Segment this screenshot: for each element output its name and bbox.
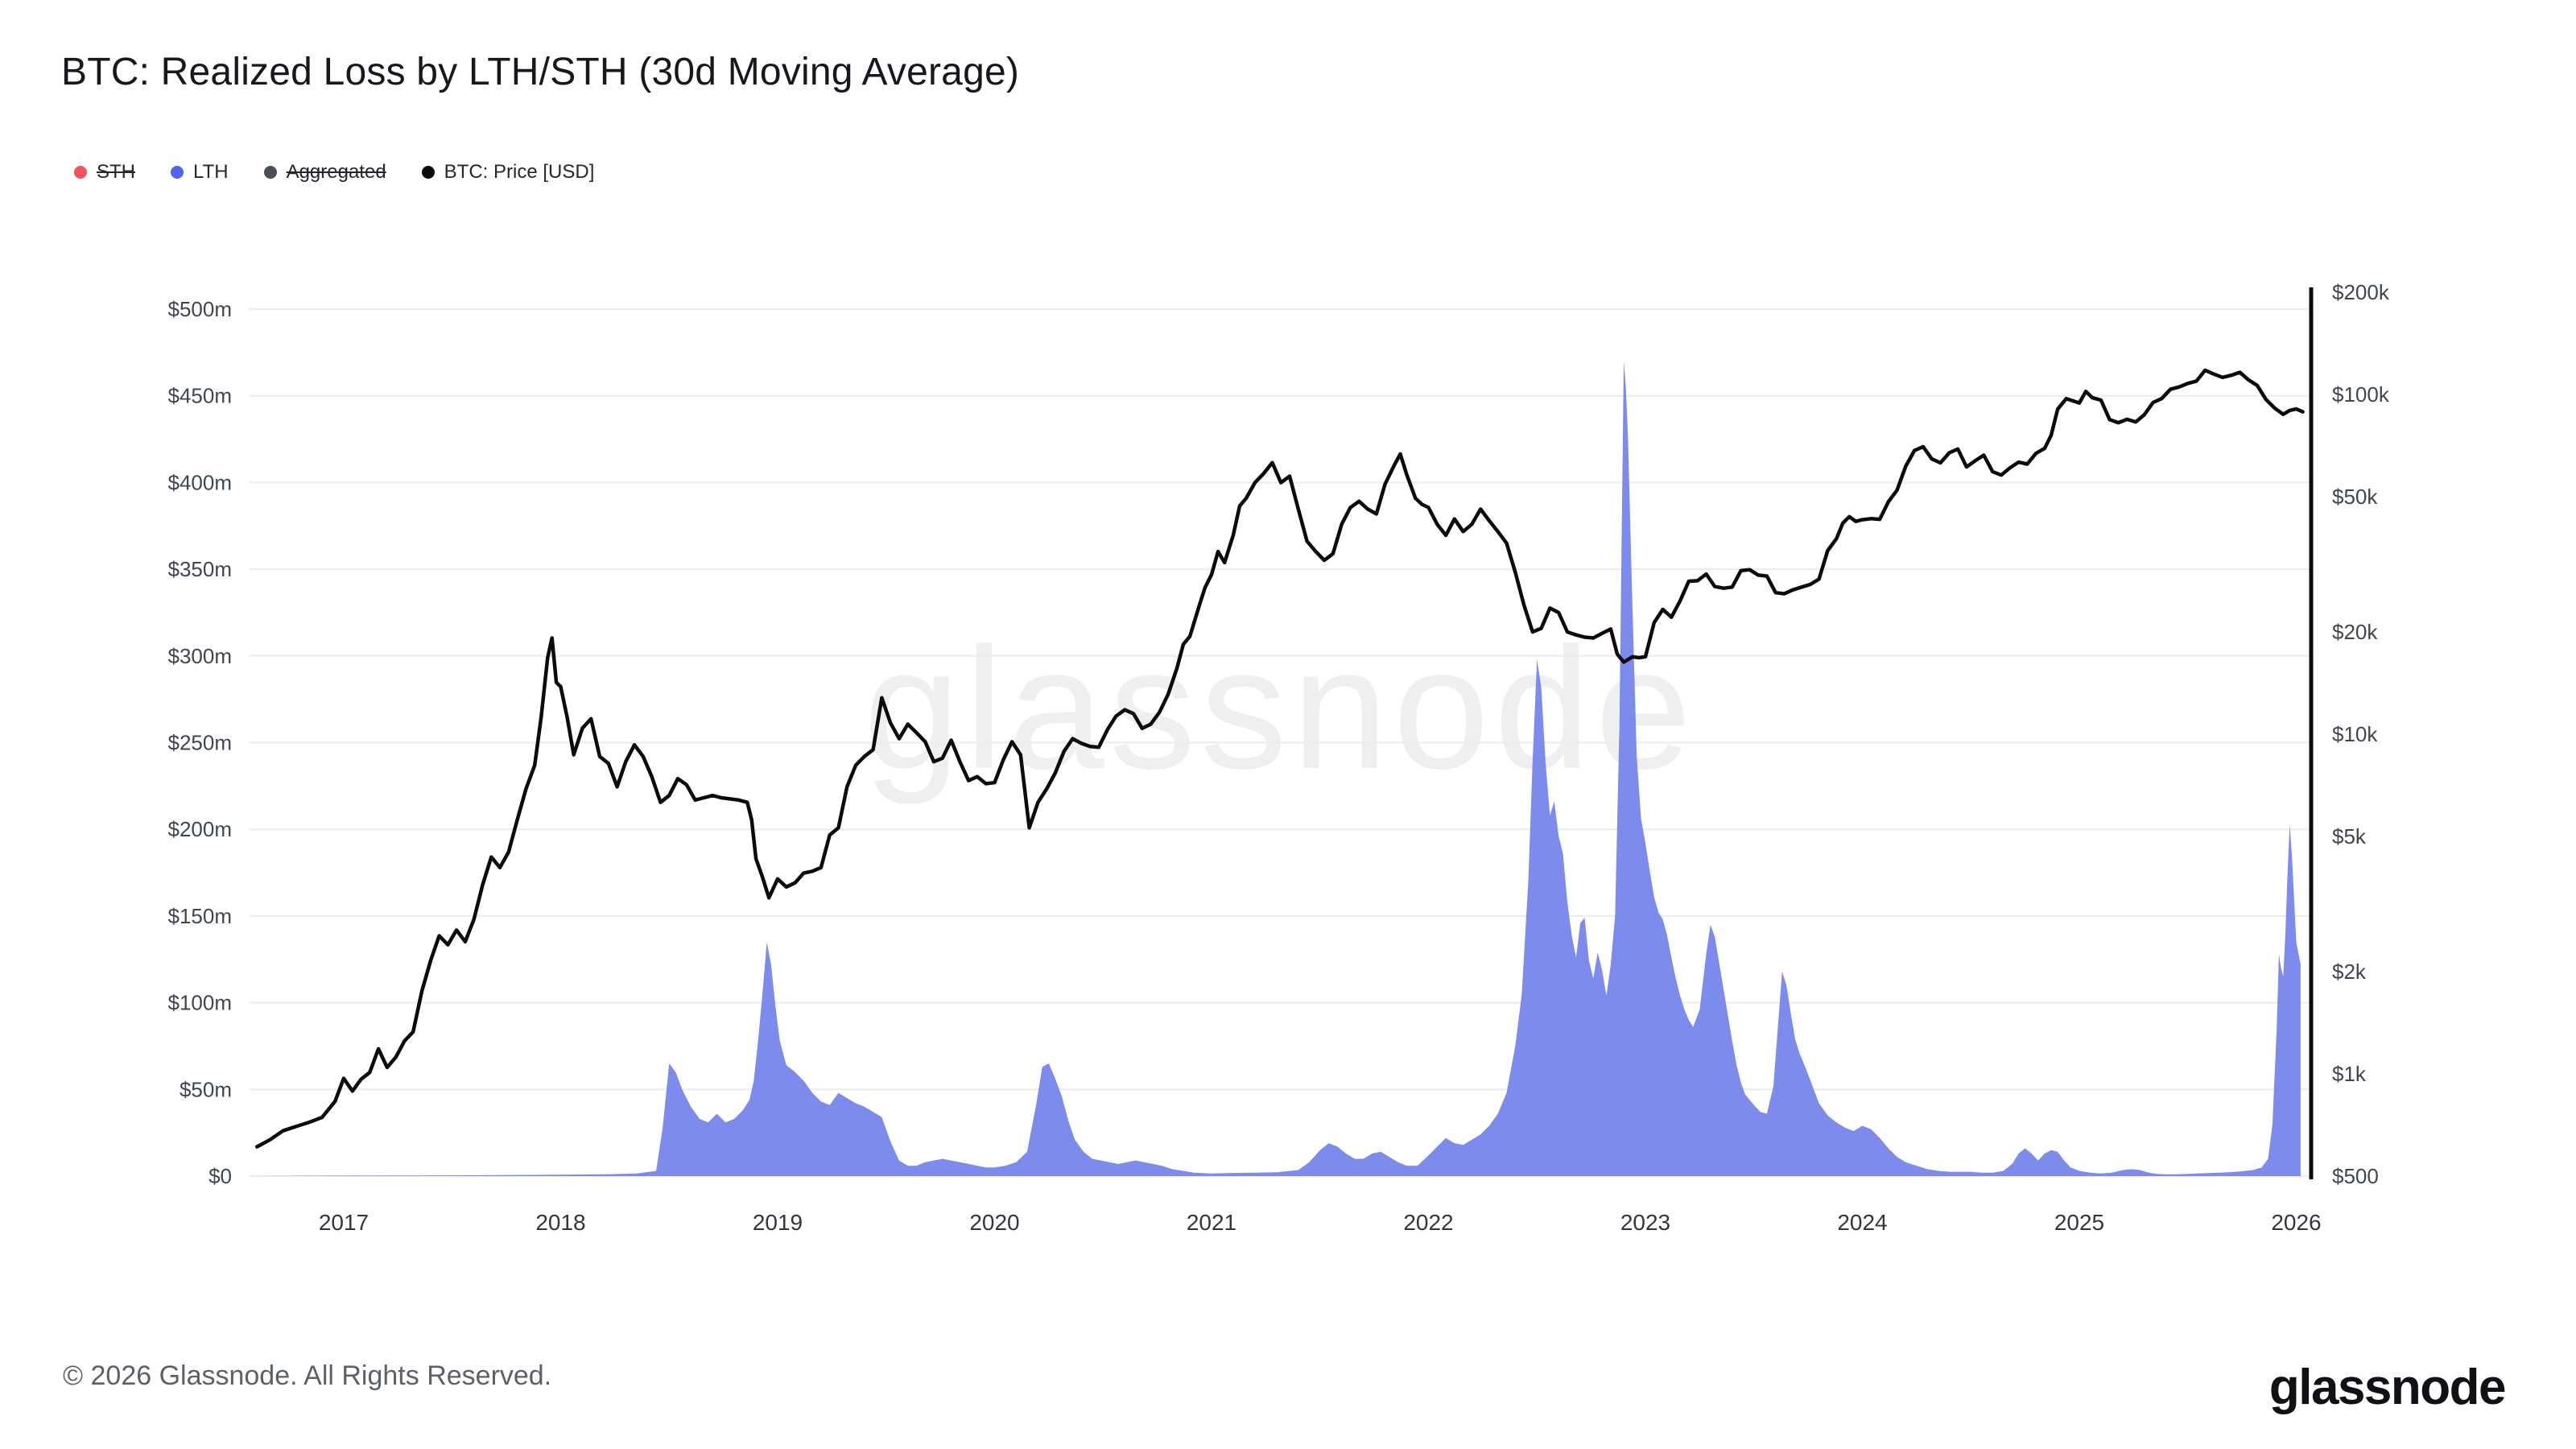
legend-item-aggregated[interactable]: Aggregated [263, 161, 386, 184]
right-axis-label: $100k [2332, 382, 2390, 407]
right-axis-label: $2k [2332, 960, 2367, 984]
right-axis-label: $10k [2332, 722, 2378, 746]
legend-label: STH [97, 161, 135, 183]
x-axis-label: 2025 [2054, 1210, 2104, 1235]
x-axis-label: 2021 [1187, 1210, 1236, 1235]
left-axis-label: $350m [168, 557, 233, 581]
right-axis-label: $1k [2332, 1062, 2367, 1086]
legend-color-dot-icon [74, 166, 87, 179]
left-axis-label: $400m [168, 470, 233, 494]
watermark: glassnode [863, 611, 1697, 805]
x-axis-label: 2024 [1837, 1210, 1887, 1235]
legend-item-sth[interactable]: STH [74, 161, 135, 184]
btc-price-line [254, 368, 2305, 1149]
left-axis-label: $50m [180, 1077, 232, 1101]
right-axis-label: $5k [2332, 824, 2367, 848]
left-axis-label: $300m [168, 644, 233, 668]
x-axis-label: 2017 [319, 1210, 369, 1235]
legend-label: Aggregated [286, 161, 386, 183]
x-axis-label: 2022 [1403, 1210, 1453, 1235]
copyright-text: © 2026 Glassnode. All Rights Reserved. [63, 1360, 552, 1391]
legend-label: BTC: Price [USD] [444, 161, 595, 183]
x-axis-label: 2019 [753, 1210, 803, 1235]
legend: STH LTH Aggregated BTC: Price [USD] [74, 161, 594, 184]
right-axis-label: $200k [2332, 280, 2390, 304]
legend-color-dot-icon [421, 166, 435, 179]
legend-item-btc-price-usd[interactable]: BTC: Price [USD] [421, 161, 595, 184]
left-axis-label: $150m [168, 904, 233, 928]
legend-item-lth[interactable]: LTH [171, 161, 229, 184]
lth-loss-area [257, 361, 2301, 1177]
right-axis-label: $50k [2332, 485, 2378, 509]
x-axis-label: 2018 [535, 1210, 585, 1235]
x-axis-label: 2026 [2271, 1210, 2321, 1235]
x-axis-label: 2023 [1620, 1210, 1670, 1235]
legend-label: LTH [193, 161, 229, 183]
legend-color-dot-icon [263, 166, 277, 179]
x-axis-label: 2020 [969, 1210, 1019, 1235]
left-axis-label: $250m [168, 731, 233, 755]
glassnode-logo[interactable]: glassnode [2268, 1360, 2507, 1415]
left-axis-label: $0 [208, 1164, 232, 1188]
left-axis-label: $100m [168, 991, 233, 1015]
right-axis-label: $20k [2332, 620, 2378, 644]
legend-color-dot-icon [171, 166, 184, 179]
right-axis-label: $500 [2332, 1164, 2379, 1188]
left-axis-label: $500m [168, 297, 233, 321]
left-axis-label: $200m [168, 817, 233, 841]
chart-title: BTC: Realized Loss by LTH/STH (30d Movin… [61, 51, 1020, 93]
left-axis-label: $450m [168, 384, 233, 408]
